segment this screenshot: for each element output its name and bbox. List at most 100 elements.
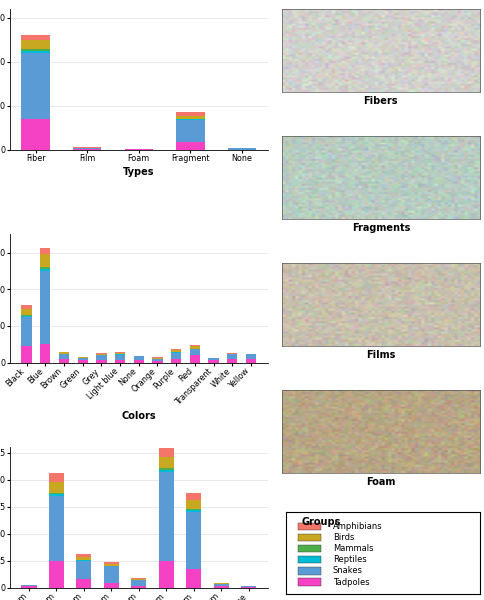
Bar [104, 566, 119, 583]
Bar [171, 353, 181, 359]
Text: Mammals: Mammals [332, 544, 373, 553]
Bar [171, 349, 181, 350]
Bar [21, 315, 31, 316]
FancyBboxPatch shape [298, 534, 320, 541]
FancyBboxPatch shape [298, 523, 320, 530]
Bar [208, 358, 218, 361]
Bar [59, 354, 69, 359]
Text: B: B [374, 0, 386, 2]
Bar [21, 53, 50, 119]
Bar [213, 583, 228, 584]
Bar [186, 510, 201, 512]
Bar [21, 585, 36, 586]
Bar [40, 269, 50, 271]
Bar [96, 355, 106, 361]
FancyBboxPatch shape [298, 545, 320, 553]
Bar [245, 355, 256, 359]
Text: Tadpoles: Tadpoles [332, 578, 369, 587]
Bar [176, 119, 204, 120]
Bar [124, 149, 152, 150]
Bar [40, 344, 50, 362]
Text: Groups: Groups [302, 517, 341, 527]
Bar [134, 359, 144, 362]
Bar [186, 509, 201, 510]
Bar [21, 309, 31, 315]
Bar [49, 494, 64, 496]
Bar [189, 345, 199, 346]
Bar [21, 316, 31, 317]
Bar [49, 561, 64, 588]
Bar [227, 355, 237, 359]
Bar [186, 569, 201, 588]
Bar [115, 355, 125, 361]
Bar [76, 554, 91, 557]
FancyBboxPatch shape [298, 556, 320, 563]
Bar [176, 120, 204, 142]
Bar [245, 359, 256, 362]
Bar [158, 468, 173, 470]
Bar [176, 112, 204, 116]
Bar [40, 254, 50, 268]
Bar [49, 496, 64, 561]
FancyBboxPatch shape [298, 578, 320, 586]
Bar [171, 350, 181, 352]
Bar [96, 353, 106, 354]
Bar [227, 353, 237, 354]
Bar [115, 352, 125, 353]
Bar [213, 586, 228, 588]
Bar [134, 356, 144, 359]
X-axis label: Foam: Foam [365, 478, 395, 487]
X-axis label: Films: Films [365, 350, 395, 361]
Bar [171, 359, 181, 362]
Bar [77, 356, 88, 358]
Bar [76, 580, 91, 588]
Bar [40, 268, 50, 269]
Bar [131, 578, 146, 580]
Bar [115, 353, 125, 355]
Bar [189, 355, 199, 362]
Bar [189, 349, 199, 355]
Bar [241, 587, 256, 588]
Bar [115, 361, 125, 362]
Bar [104, 564, 119, 566]
Bar [158, 472, 173, 561]
Bar [186, 493, 201, 500]
Bar [76, 560, 91, 561]
Bar [213, 584, 228, 586]
Bar [131, 586, 146, 588]
X-axis label: Colors: Colors [121, 411, 156, 421]
Bar [186, 512, 201, 569]
Bar [131, 580, 146, 586]
Bar [158, 561, 173, 588]
Bar [186, 500, 201, 509]
Bar [158, 470, 173, 472]
Bar [158, 457, 173, 468]
Bar [77, 358, 88, 361]
Bar [96, 361, 106, 362]
Bar [227, 359, 237, 362]
Bar [21, 51, 50, 53]
Text: Birds: Birds [332, 533, 353, 542]
Bar [104, 583, 119, 588]
X-axis label: Fibers: Fibers [363, 96, 397, 106]
Bar [59, 359, 69, 362]
X-axis label: Types: Types [123, 167, 154, 177]
Bar [241, 586, 256, 587]
Bar [21, 40, 50, 49]
Bar [152, 361, 162, 362]
Bar [21, 49, 50, 51]
Bar [40, 271, 50, 344]
Bar [76, 557, 91, 560]
Bar [176, 116, 204, 119]
Bar [21, 305, 31, 309]
Bar [176, 142, 204, 150]
Bar [76, 561, 91, 580]
Bar [21, 119, 50, 150]
Bar [152, 359, 162, 361]
Bar [21, 35, 50, 40]
Bar [40, 248, 50, 254]
Bar [49, 493, 64, 494]
X-axis label: Fragments: Fragments [351, 223, 409, 233]
Bar [152, 358, 162, 359]
FancyBboxPatch shape [298, 567, 320, 575]
